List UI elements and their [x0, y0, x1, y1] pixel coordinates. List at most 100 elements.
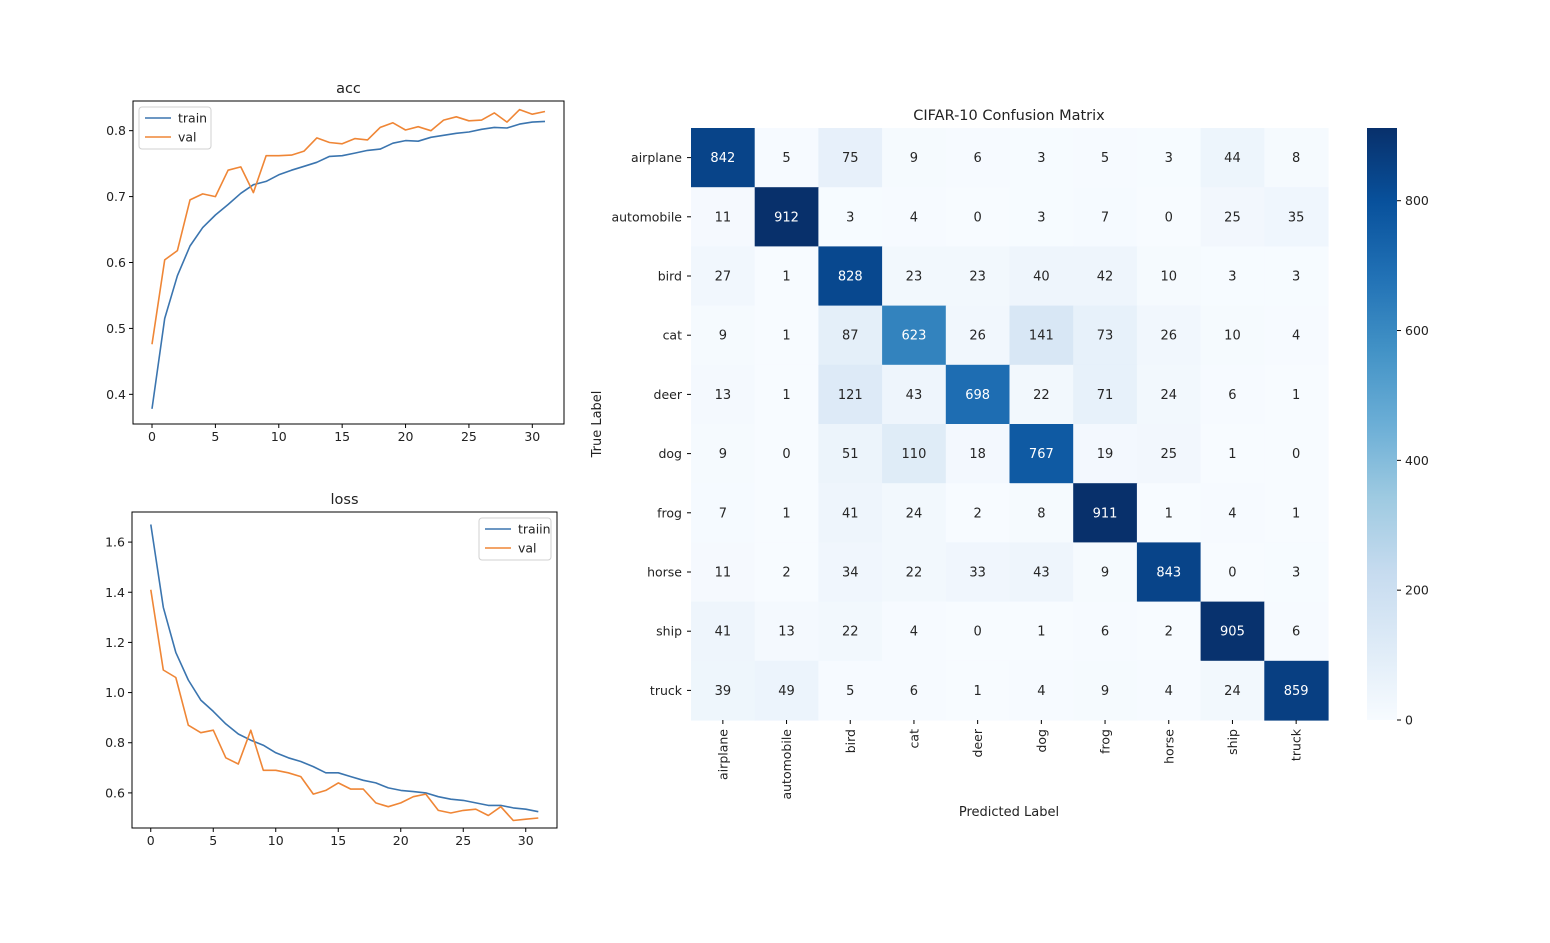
heatmap-cell-value: 4	[1037, 684, 1045, 699]
heatmap-cell	[1009, 187, 1074, 247]
heatmap-cell-value: 0	[1165, 210, 1173, 225]
acc-y-tick-label: 0.6	[106, 255, 126, 270]
heatmap-cell	[945, 542, 1011, 603]
heatmap-cell-value: 26	[969, 329, 986, 344]
heatmap-cell	[1200, 187, 1265, 247]
heatmap-cell-value: 26	[1160, 329, 1177, 344]
heatmap-cell-value: 51	[842, 447, 859, 462]
heatmap-cell-value: 41	[715, 625, 732, 640]
heatmap-cell	[1136, 483, 1202, 543]
heatmap-cell-value: 9	[719, 329, 727, 344]
heatmap-cell-value: 1	[782, 270, 790, 285]
heatmap-cell	[691, 542, 756, 603]
heatmap-cell	[1264, 305, 1329, 366]
heatmap-cell	[1264, 660, 1329, 721]
heatmap-cell-value: 0	[1292, 447, 1300, 462]
acc-x-ticks: 0 5 10 15 20 25 30	[148, 424, 540, 444]
loss-x-tick-label: 15	[330, 833, 346, 848]
heatmap-cell	[1073, 601, 1138, 662]
heatmap-cell-value: 0	[974, 625, 982, 640]
heatmap-cell	[1136, 660, 1202, 721]
confusion-matrix-title: CIFAR-10 Confusion Matrix	[913, 108, 1105, 124]
heatmap-cell-value: 3	[846, 210, 854, 225]
heatmap-cell	[754, 601, 819, 662]
loss-x-tick-label: 20	[393, 833, 409, 848]
heatmap-cell-value: 6	[1292, 625, 1300, 640]
heatmap-cell-value: 4	[1165, 684, 1173, 699]
row-label: horse	[647, 565, 682, 580]
colorbar	[1367, 128, 1397, 720]
heatmap-cell-value: 19	[1097, 447, 1114, 462]
heatmap-cell	[882, 601, 947, 662]
heatmap-cell	[945, 424, 1011, 484]
row-label: deer	[654, 387, 683, 402]
acc-y-tick-label: 0.4	[106, 387, 126, 402]
heatmap-cell-value: 4	[910, 625, 918, 640]
heatmap-cell-value: 911	[1093, 506, 1118, 521]
acc-plot-frame	[132, 100, 565, 425]
heatmap-cell	[1136, 542, 1202, 603]
heatmap-cell-value: 87	[842, 329, 859, 344]
heatmap-cell-value: 34	[842, 566, 859, 581]
row-label: airplane	[631, 150, 682, 165]
acc-x-tick-label: 30	[524, 429, 540, 444]
heatmap-cell-value: 24	[1224, 684, 1241, 699]
heatmap-cell-value: 4	[1228, 506, 1236, 521]
heatmap-cell-value: 9	[910, 151, 918, 166]
heatmap-cell	[1136, 364, 1202, 425]
heatmap-cell	[818, 364, 883, 425]
heatmap-cell	[1009, 424, 1074, 484]
heatmap-cell	[1264, 128, 1329, 188]
heatmap-cell-value: 33	[969, 566, 986, 581]
heatmap-cell-value: 5	[846, 684, 854, 699]
heatmap-cell	[1073, 483, 1138, 543]
acc-y-tick-label: 0.8	[106, 123, 126, 138]
loss-chart: loss 0 5 10 15 20 25 30 0.6 0.8 1.0 1.2 1.4 1.6 tra…	[105, 492, 558, 848]
col-label: horse	[1161, 729, 1176, 764]
colorbar-tick-label: 200	[1405, 583, 1429, 598]
heatmap-cell-value: 22	[842, 625, 859, 640]
heatmap-cell-value: 1	[974, 684, 982, 699]
confusion-matrix-chart: CIFAR-10 Confusion Matrix 842 5 75 9 6 3 5 3 44 8…	[590, 108, 1429, 820]
heatmap-cell	[1009, 305, 1074, 366]
heatmap-cell-value: 7	[1101, 210, 1109, 225]
heatmap-cell-value: 4	[910, 210, 918, 225]
heatmap-cell-value: 40	[1033, 270, 1050, 285]
row-label: truck	[650, 683, 683, 698]
heatmap-cell	[691, 246, 756, 307]
heatmap-cell	[818, 246, 883, 307]
loss-x-tick-label: 30	[518, 833, 534, 848]
heatmap-cell	[882, 187, 947, 247]
heatmap-cell	[1009, 542, 1074, 603]
row-label: frog	[657, 505, 682, 520]
heatmap-cell	[754, 187, 819, 247]
heatmap-cell	[945, 364, 1011, 425]
heatmap-cell	[1200, 246, 1265, 307]
heatmap-cell	[1009, 364, 1074, 425]
colorbar-tick-label: 0	[1405, 713, 1413, 728]
col-label: frog	[1098, 729, 1113, 754]
heatmap-cell-value: 3	[1037, 151, 1045, 166]
loss-y-ticks: 0.6 0.8 1.0 1.2 1.4 1.6	[105, 535, 132, 800]
col-label: bird	[843, 729, 858, 753]
heatmap-cell-value: 22	[906, 566, 923, 581]
acc-series-line-train	[151, 120, 546, 409]
heatmap-cell-value: 42	[1097, 270, 1114, 285]
heatmap-cell	[1073, 128, 1138, 188]
heatmap-cell-value: 6	[1228, 388, 1236, 403]
heatmap-cell-value: 3	[1228, 270, 1236, 285]
loss-x-tick-label: 0	[147, 833, 155, 848]
heatmap-cell-value: 912	[774, 210, 799, 225]
heatmap-cell-value: 44	[1224, 151, 1241, 166]
heatmap-cell-value: 11	[715, 566, 732, 581]
acc-x-tick-label: 5	[211, 429, 219, 444]
heatmap-cell	[691, 483, 756, 543]
heatmap-cell-value: 0	[782, 447, 790, 462]
acc-chart: acc 0 5 10 15 20 25 30 0.4 0.5 0.6 0.7 0.8 train va…	[106, 81, 565, 444]
heatmap-cell-value: 623	[902, 329, 927, 344]
heatmap-cell-value: 9	[1101, 566, 1109, 581]
heatmap-cell	[754, 660, 819, 721]
heatmap-cell-value: 3	[1292, 566, 1300, 581]
heatmap-cell-value: 18	[969, 447, 986, 462]
